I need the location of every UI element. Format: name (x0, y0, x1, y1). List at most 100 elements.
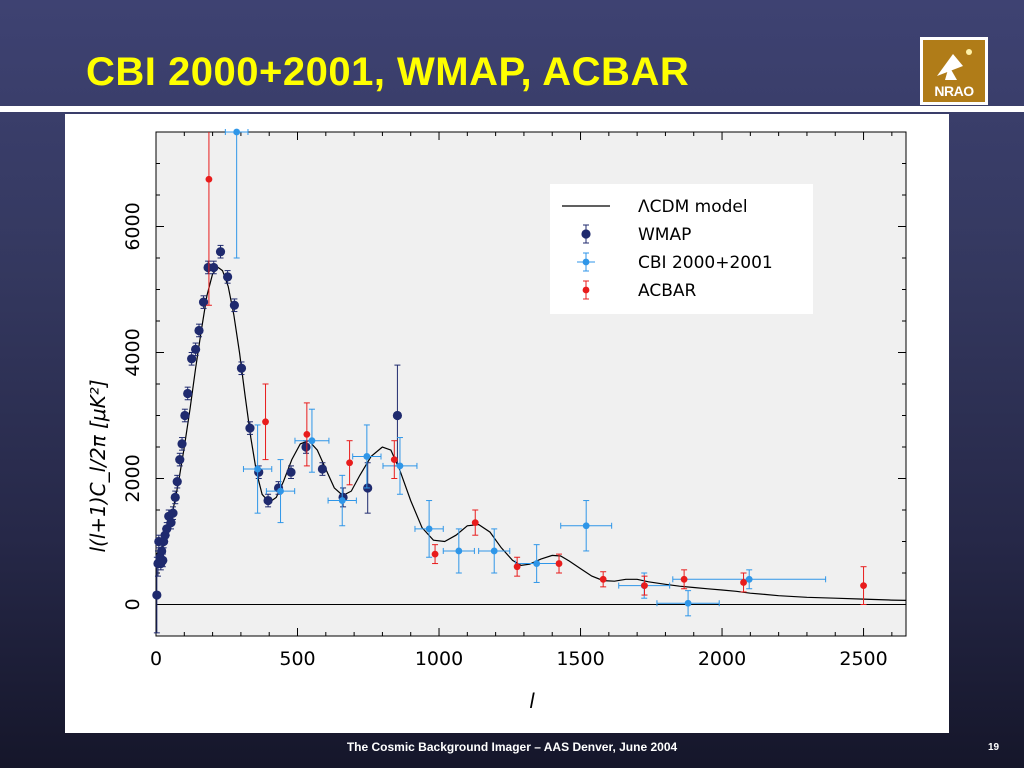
wmap-marker (317, 464, 328, 474)
cbi-2000-2001-marker (425, 525, 433, 533)
x-tick-label: 2500 (839, 648, 887, 670)
wmap-point (263, 493, 273, 508)
wmap-point (172, 474, 182, 489)
legend-label-wmap: WMAP (638, 225, 691, 245)
wmap-point (198, 295, 209, 309)
wmap-marker (170, 492, 180, 502)
wmap-point (286, 465, 296, 479)
x-tick-label: 0 (150, 648, 162, 670)
wmap-marker (177, 439, 187, 449)
chart-panel: 0 500 1000 1500 2000 2500 0 2000 4000 6000 ΛCDM m… (65, 114, 949, 733)
wmap-marker (198, 297, 209, 307)
wmap-point (187, 352, 197, 366)
x-tick-label: 500 (279, 648, 315, 670)
nrao-logo: NRAO (920, 37, 988, 105)
wmap-marker (194, 325, 204, 336)
acbar-marker (680, 575, 688, 583)
wmap-marker (215, 247, 226, 257)
wmap-point (191, 342, 201, 357)
wmap-marker (301, 442, 311, 452)
cbi-2000-2001-point (442, 528, 475, 574)
wmap-point (168, 506, 178, 520)
cbi-2000-2001-point (352, 424, 382, 489)
cbi-2000-2001-point (224, 128, 249, 259)
wmap-point (194, 323, 204, 338)
y-tick-label: 0 (122, 598, 144, 610)
wmap-marker (180, 410, 190, 421)
wmap-marker (236, 363, 247, 373)
acbar-point (346, 440, 353, 486)
x-axis-label: l (529, 689, 535, 713)
cbi-2000-2001-marker (533, 560, 541, 567)
cbi-2000-2001-marker (455, 547, 463, 555)
power-spectrum-chart: 0 500 1000 1500 2000 2500 0 2000 4000 6000 ΛCDM m… (86, 128, 907, 713)
cbi-2000-2001-marker (745, 575, 753, 583)
legend-wmap-marker (581, 229, 591, 239)
acbar-marker (555, 560, 563, 567)
wmap-marker (175, 455, 185, 465)
wmap-marker (191, 344, 201, 354)
wmap-point (215, 244, 226, 259)
acbar-marker (740, 579, 747, 586)
acbar-point (740, 572, 747, 593)
cbi-2000-2001-point (560, 500, 613, 552)
wmap-point (177, 437, 187, 451)
radio-telescope-icon (937, 49, 972, 80)
cbi-2000-2001-point (478, 528, 511, 574)
cbi-2000-2001-marker (684, 599, 692, 607)
x-tick-label: 1500 (556, 648, 604, 670)
wmap-marker (223, 272, 233, 282)
wmap-marker (183, 388, 193, 399)
acbar-point (205, 132, 213, 306)
acbar-marker (346, 459, 353, 467)
acbar-point (599, 571, 607, 588)
cbi-2000-2001-marker (308, 437, 316, 445)
wmap-point (175, 452, 185, 467)
wmap-point (158, 553, 168, 568)
wmap-marker (392, 410, 403, 421)
acbar-point (680, 569, 688, 590)
y-tick-label: 6000 (122, 202, 144, 250)
cbi-2000-2001-marker (363, 453, 371, 460)
wmap-point (245, 421, 255, 435)
wmap-point (183, 386, 193, 401)
wmap-marker (166, 518, 176, 528)
logo-text: NRAO (934, 83, 974, 99)
acbar-point (390, 440, 398, 479)
cbi-2000-2001-point (242, 424, 273, 514)
wmap-point (180, 408, 190, 423)
wmap-point (392, 364, 403, 467)
lcdm-model-curve (156, 266, 907, 601)
wmap-marker (168, 508, 178, 518)
cbi-2000-2001-point (656, 590, 720, 617)
x-tick-label: 2000 (698, 648, 746, 670)
slide-footer: The Cosmic Background Imager – AAS Denve… (346, 740, 678, 754)
cbi-2000-2001-point (294, 408, 330, 473)
wmap-marker (187, 354, 197, 364)
wmap-point (236, 361, 247, 376)
legend-label-acbar: ACBAR (638, 281, 696, 301)
acbar-marker (641, 582, 648, 589)
acbar-marker (471, 519, 479, 526)
page-number: 19 (988, 742, 1000, 753)
wmap-marker (286, 467, 296, 477)
acbar-marker (860, 582, 867, 589)
acbar-point (471, 509, 479, 536)
cbi-2000-2001-marker (233, 128, 241, 136)
legend-acbar-marker (582, 286, 590, 294)
acbar-point (513, 556, 521, 577)
wmap-point (317, 462, 328, 476)
acbar-marker (599, 575, 607, 583)
cbi-2000-2001-point (382, 437, 418, 495)
wmap-marker (245, 423, 255, 433)
wmap-point (152, 556, 162, 634)
y-tick-label: 2000 (122, 454, 144, 502)
wmap-marker (209, 262, 219, 273)
wmap-marker (172, 477, 182, 487)
cbi-2000-2001-marker (277, 487, 284, 495)
acbar-marker (513, 563, 521, 571)
cbi-2000-2001-marker (254, 465, 262, 473)
wmap-marker (263, 495, 273, 506)
acbar-marker (303, 431, 311, 438)
acbar-marker (431, 550, 439, 558)
